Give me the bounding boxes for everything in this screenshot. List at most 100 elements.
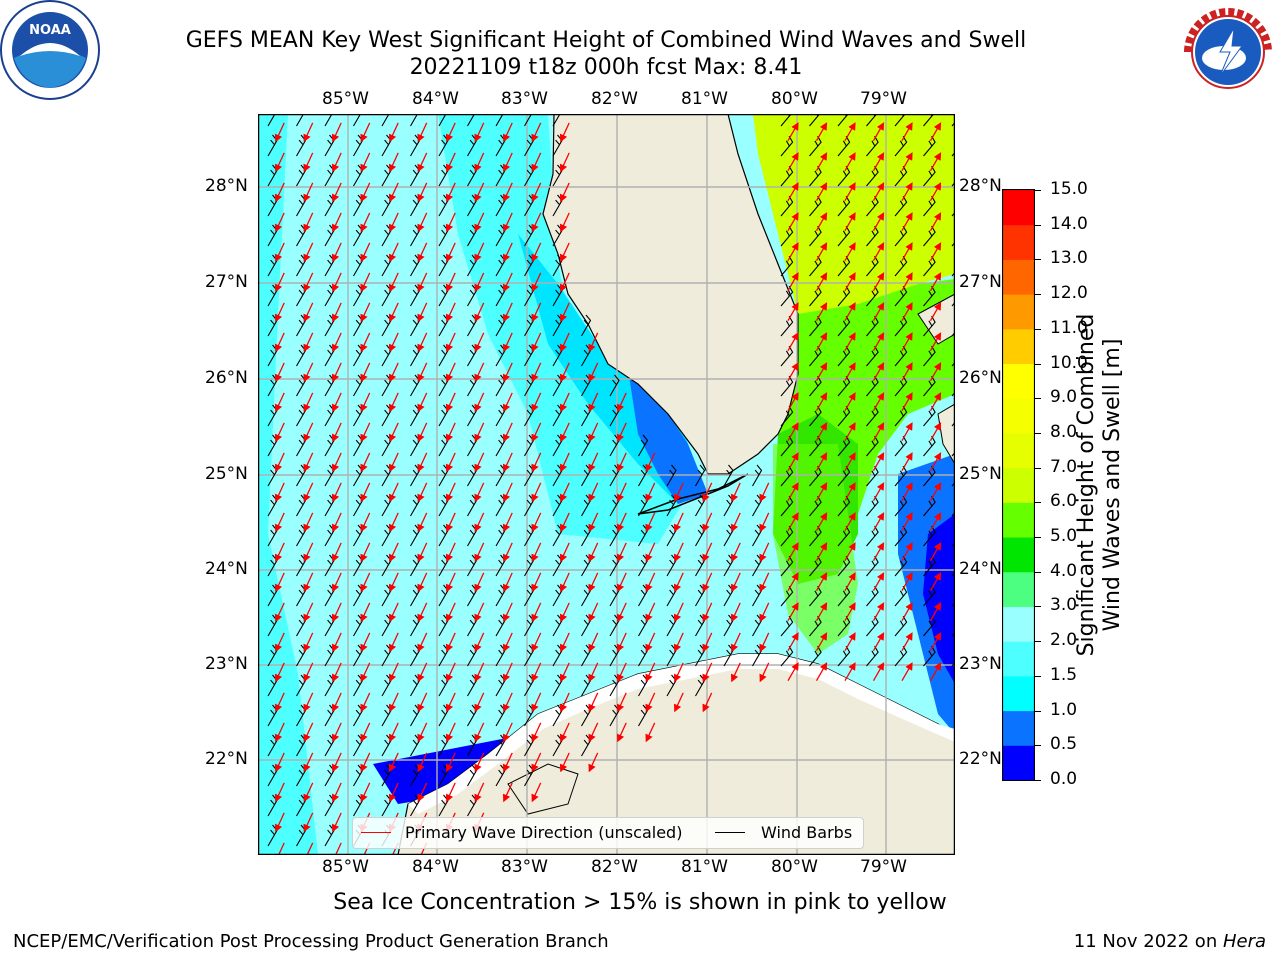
wind-barb	[894, 405, 908, 427]
wave-direction-arrow	[274, 242, 285, 263]
wave-direction-arrow	[502, 542, 513, 563]
wave-direction-arrow	[787, 272, 799, 292]
wave-direction-arrow	[502, 212, 513, 233]
wave-direction-arrow	[502, 782, 513, 803]
wave-direction-arrow	[360, 362, 371, 383]
wave-direction-arrow	[815, 512, 828, 532]
lon-tick-top: 85°W	[322, 89, 369, 109]
wind-barb	[923, 585, 936, 607]
wind-barb	[524, 114, 533, 127]
wave-direction-arrow	[815, 572, 828, 592]
wave-direction-arrow	[303, 572, 314, 593]
colorbar-tick-mark	[1035, 432, 1041, 434]
wave-direction-arrow	[388, 422, 399, 443]
wave-direction-arrow	[559, 122, 570, 143]
wave-direction-arrow	[331, 662, 342, 683]
wave-direction-arrow	[360, 572, 371, 593]
wave-direction-arrow	[844, 392, 856, 412]
wave-direction-arrow	[645, 632, 656, 653]
wave-direction-arrow	[702, 602, 713, 623]
wave-direction-arrow	[331, 332, 342, 353]
wind-barb	[780, 645, 794, 667]
wave-direction-arrow	[929, 182, 942, 202]
wind-barb	[780, 585, 794, 607]
wave-direction-arrow	[759, 602, 770, 623]
wave-direction-arrow	[787, 182, 799, 202]
colorbar-tick-label: 7.0	[1050, 456, 1078, 477]
wave-direction-arrow	[502, 182, 513, 203]
wave-direction-arrow	[331, 242, 342, 263]
wave-direction-arrow	[531, 122, 542, 143]
wave-direction-arrow	[645, 602, 656, 623]
wind-barb	[894, 435, 908, 457]
wave-direction-arrow	[559, 152, 570, 173]
wave-direction-arrow	[929, 572, 942, 592]
wave-direction-arrow	[844, 542, 856, 562]
colorbar-tick-label: 0.0	[1050, 769, 1078, 789]
wind-barb	[780, 195, 794, 217]
wave-direction-arrow	[474, 392, 485, 413]
wind-barb	[894, 495, 908, 517]
wind-barb	[809, 375, 822, 397]
wind-barb	[894, 285, 908, 307]
wind-barb	[410, 114, 419, 127]
colorbar-segment	[1003, 328, 1034, 365]
wave-direction-arrow	[531, 722, 542, 743]
wave-direction-arrow	[474, 722, 485, 743]
wind-barb	[809, 585, 822, 607]
wave-direction-arrow	[360, 302, 371, 323]
wave-direction-arrow	[901, 632, 913, 652]
wave-direction-arrow	[901, 662, 913, 682]
wave-direction-arrow	[445, 122, 456, 143]
wave-direction-arrow	[417, 782, 428, 803]
wave-direction-arrow	[673, 482, 684, 503]
wind-barb	[809, 135, 822, 157]
wave-direction-arrow	[445, 392, 456, 413]
wave-direction-arrow	[531, 302, 542, 323]
wave-direction-arrow	[331, 182, 342, 203]
wave-direction-arrow	[616, 662, 627, 683]
wave-direction-arrow	[360, 242, 371, 263]
wave-direction-arrow	[502, 482, 513, 503]
colorbar-tick-label: 2.0	[1050, 630, 1078, 651]
wave-direction-arrow	[331, 212, 342, 233]
wave-direction-arrow	[360, 752, 371, 773]
colorbar-tick-mark	[1035, 398, 1041, 400]
wave-direction-arrow	[474, 272, 485, 293]
wave-direction-arrow	[872, 602, 885, 622]
wave-direction-arrow	[531, 362, 542, 383]
wave-direction-arrow	[559, 302, 570, 323]
wave-direction-arrow	[417, 512, 428, 533]
wave-direction-arrow	[303, 542, 314, 563]
wave-direction-arrow	[559, 332, 570, 353]
wave-direction-arrow	[588, 542, 599, 563]
wave-direction-arrow	[502, 122, 513, 143]
wind-barb	[780, 375, 794, 397]
wave-direction-arrow	[759, 662, 770, 683]
wave-direction-arrow	[929, 332, 942, 352]
wind-barb	[923, 435, 936, 457]
wave-direction-arrow	[844, 662, 856, 682]
wave-direction-arrow	[929, 512, 942, 532]
wind-barb	[837, 645, 851, 667]
wave-direction-arrow	[531, 782, 542, 803]
wind-barb	[866, 165, 879, 187]
lat-tick-right: 24°N	[959, 559, 1002, 579]
lat-tick-left: 22°N	[205, 749, 248, 769]
wave-direction-arrow	[559, 422, 570, 443]
lat-tick-right: 26°N	[959, 368, 1002, 388]
lat-tick-right: 23°N	[959, 654, 1002, 674]
wind-barb	[866, 405, 879, 427]
wave-direction-arrow	[445, 602, 456, 623]
wave-direction-arrow	[388, 482, 399, 503]
noaa-logo-icon: NOAA	[0, 0, 100, 100]
wave-direction-arrow	[331, 722, 342, 743]
wave-direction-arrow	[274, 272, 285, 293]
wind-barb	[809, 615, 822, 637]
wave-direction-arrow	[445, 482, 456, 503]
colorbar-segment	[1003, 294, 1034, 330]
wave-direction-arrow	[901, 152, 913, 172]
wave-direction-arrow	[303, 332, 314, 353]
wave-direction-arrow	[474, 152, 485, 173]
wind-barb	[837, 345, 851, 367]
